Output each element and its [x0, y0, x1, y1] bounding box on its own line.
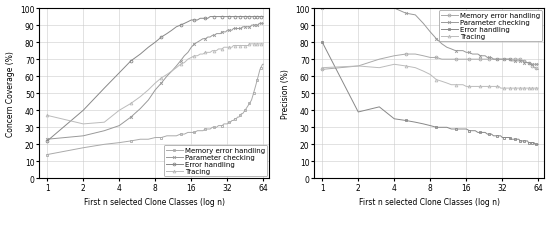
Memory error handling: [507, 59, 513, 61]
Error handling: [217, 16, 224, 19]
Tracing: [163, 74, 170, 76]
Memory error handling: [215, 125, 222, 127]
Memory error handling: [513, 59, 520, 61]
Error handling: [158, 36, 164, 39]
Line: Tracing: Tracing: [46, 43, 265, 126]
Parameter checking: [319, 8, 326, 10]
Parameter checking: [215, 33, 222, 36]
Memory error handling: [438, 59, 445, 61]
Tracing: [246, 43, 253, 46]
Line: Tracing: Tracing: [321, 64, 540, 90]
Tracing: [232, 45, 238, 48]
Memory error handling: [260, 64, 267, 66]
X-axis label: First n selected Clone Classes (log n): First n selected Clone Classes (log n): [359, 197, 499, 206]
Parameter checking: [237, 28, 244, 31]
Error handling: [226, 16, 232, 19]
Parameter checking: [158, 82, 164, 85]
Error handling: [513, 138, 520, 141]
Memory error handling: [500, 59, 507, 61]
Tracing: [497, 87, 504, 90]
Tracing: [80, 123, 86, 126]
Parameter checking: [433, 38, 439, 41]
Parameter checking: [513, 60, 520, 63]
Memory error handling: [514, 59, 521, 61]
Y-axis label: Concern Coverage (%): Concern Coverage (%): [6, 51, 14, 136]
Parameter checking: [535, 64, 542, 66]
Memory error handling: [224, 123, 230, 126]
Memory error handling: [403, 53, 409, 56]
Parameter checking: [238, 28, 245, 31]
Memory error handling: [230, 120, 236, 122]
Line: Parameter checking: Parameter checking: [321, 8, 540, 66]
Error handling: [260, 16, 267, 19]
Error handling: [319, 41, 326, 44]
Line: Memory error handling: Memory error handling: [46, 64, 265, 156]
Legend: Memory error handling, Parameter checking, Error handling, Tracing: Memory error handling, Parameter checkin…: [438, 11, 542, 42]
X-axis label: First n selected Clone Classes (log n): First n selected Clone Classes (log n): [84, 197, 224, 206]
Error handling: [499, 136, 505, 139]
Line: Memory error handling: Memory error handling: [321, 53, 540, 71]
Tracing: [508, 87, 515, 90]
Parameter checking: [527, 64, 534, 66]
Memory error handling: [44, 153, 51, 156]
Memory error handling: [238, 113, 245, 116]
Tracing: [226, 47, 232, 49]
Error handling: [505, 136, 512, 139]
Tracing: [492, 86, 499, 88]
Parameter checking: [490, 59, 497, 61]
Memory error handling: [492, 59, 499, 61]
Line: Error handling: Error handling: [46, 16, 265, 143]
Memory error handling: [237, 114, 244, 117]
Tracing: [391, 64, 398, 66]
Parameter checking: [256, 23, 262, 26]
Tracing: [239, 45, 246, 48]
Legend: Memory error handling, Parameter checking, Error handling, Tracing: Memory error handling, Parameter checkin…: [164, 145, 267, 177]
Tracing: [319, 67, 326, 70]
Parameter checking: [505, 59, 512, 61]
Line: Error handling: Error handling: [321, 41, 540, 146]
Line: Parameter checking: Parameter checking: [46, 23, 265, 141]
Error handling: [512, 138, 519, 141]
Error handling: [238, 16, 245, 19]
Parameter checking: [499, 59, 505, 61]
Tracing: [535, 87, 542, 90]
Parameter checking: [260, 23, 267, 26]
Tracing: [438, 81, 445, 83]
Memory error handling: [535, 69, 542, 71]
Tracing: [514, 87, 521, 90]
Tracing: [217, 48, 224, 51]
Tracing: [260, 43, 267, 46]
Memory error handling: [319, 69, 326, 71]
Error handling: [532, 143, 538, 146]
Tracing: [44, 114, 51, 117]
Tracing: [515, 87, 522, 90]
Tracing: [238, 45, 245, 48]
Error handling: [490, 135, 497, 138]
Y-axis label: Precision (%): Precision (%): [280, 69, 289, 119]
Error handling: [239, 16, 246, 19]
Error handling: [232, 16, 238, 19]
Memory error handling: [259, 64, 266, 66]
Parameter checking: [230, 28, 236, 31]
Memory error handling: [158, 136, 164, 139]
Parameter checking: [512, 60, 519, 63]
Error handling: [207, 16, 213, 19]
Error handling: [44, 140, 51, 143]
Tracing: [502, 87, 509, 90]
Error handling: [433, 126, 439, 129]
Parameter checking: [224, 30, 230, 33]
Error handling: [535, 143, 542, 146]
Parameter checking: [44, 138, 51, 141]
